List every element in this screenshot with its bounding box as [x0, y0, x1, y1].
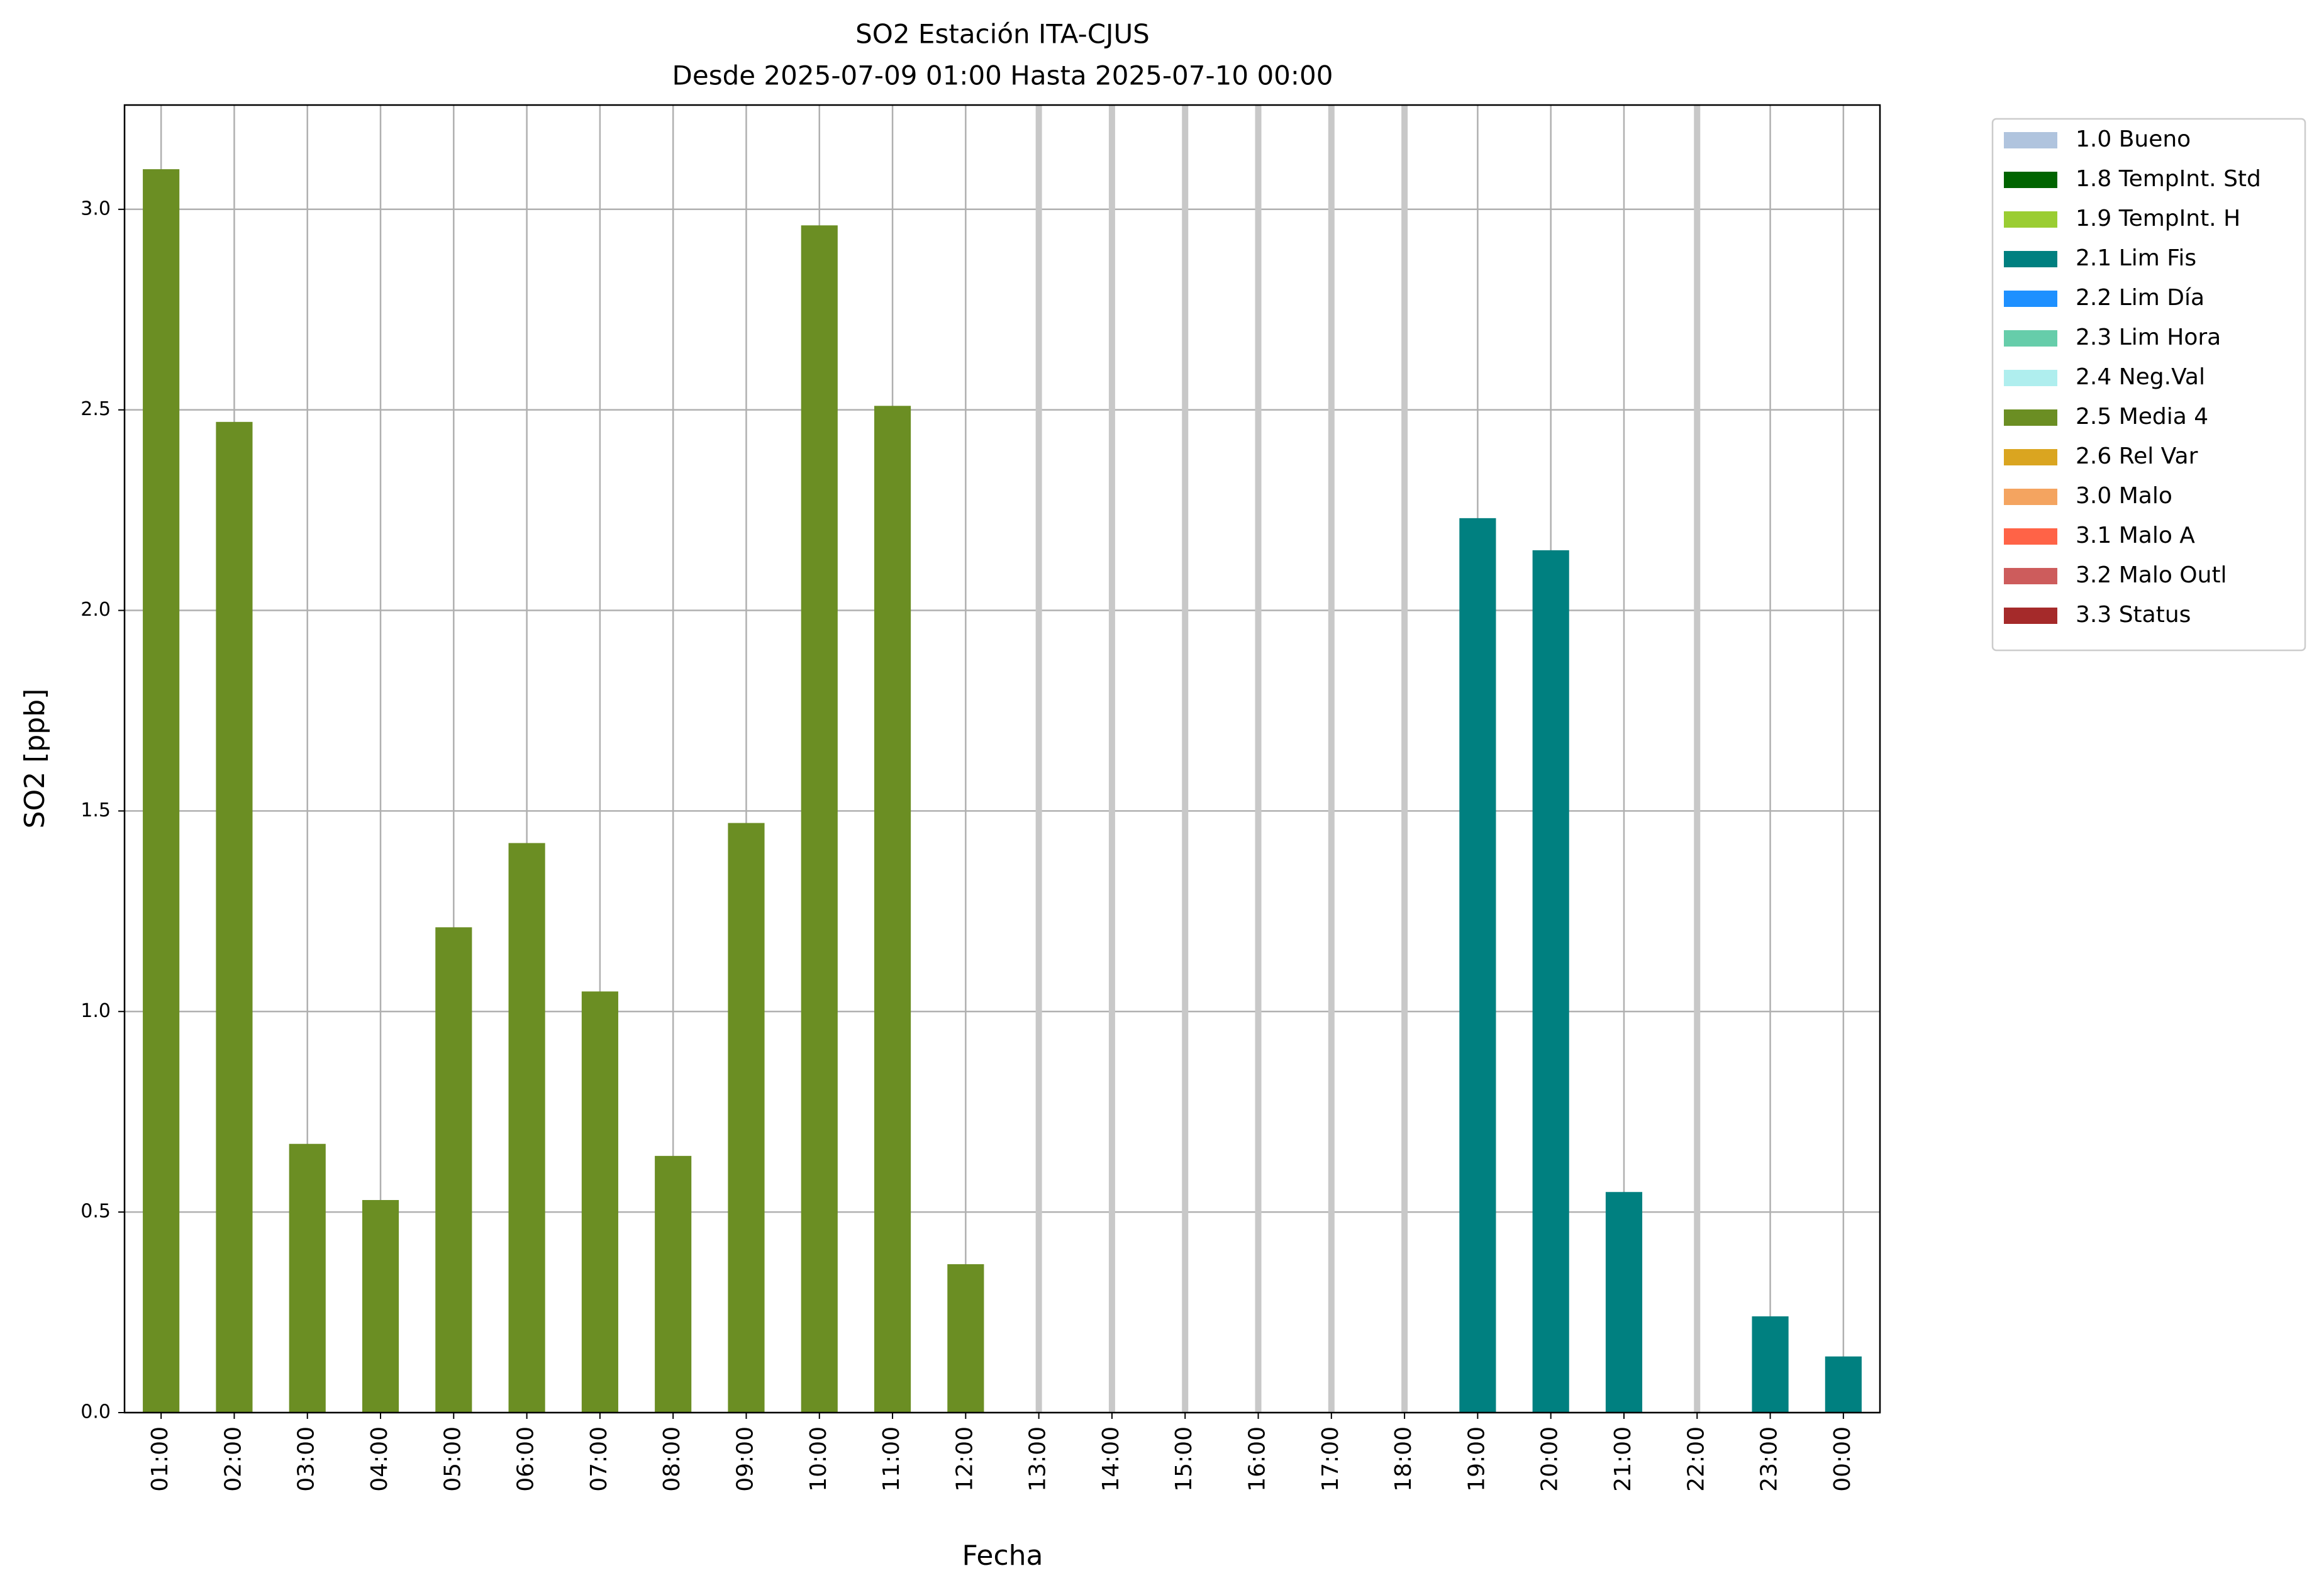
x-axis-label: Fecha	[962, 1540, 1043, 1572]
y-tick-label: 1.0	[81, 1000, 111, 1022]
y-tick-label: 1.5	[81, 799, 111, 821]
legend-swatch	[2004, 608, 2057, 624]
bar	[655, 1155, 692, 1413]
x-tick-label: 06:00	[513, 1426, 539, 1492]
x-tick-label: 13:00	[1025, 1426, 1051, 1492]
x-tick-label: 19:00	[1464, 1426, 1489, 1492]
x-tick-label: 09:00	[732, 1426, 758, 1492]
x-tick-label: 12:00	[952, 1426, 977, 1492]
bar	[1752, 1316, 1789, 1413]
x-tick-label: 18:00	[1391, 1426, 1416, 1492]
x-tick-label: 01:00	[147, 1426, 173, 1492]
bar	[581, 991, 618, 1413]
x-tick-label: 20:00	[1537, 1426, 1563, 1492]
legend-swatch	[2004, 449, 2057, 465]
legend-swatch	[2004, 211, 2057, 228]
plot-frame	[123, 104, 1881, 1414]
legend-swatch	[2004, 251, 2057, 267]
legend-label: 1.0 Bueno	[2076, 126, 2191, 152]
x-tick-label: 17:00	[1318, 1426, 1343, 1492]
y-axis-label: SO2 [ppb]	[19, 689, 51, 829]
x-tick-label: 03:00	[294, 1426, 320, 1492]
bar	[874, 406, 911, 1413]
x-tick-label: 05:00	[440, 1426, 465, 1492]
bar	[1459, 518, 1496, 1413]
bar	[1532, 550, 1569, 1413]
legend-label: 2.3 Lim Hora	[2076, 325, 2221, 350]
bar	[143, 169, 180, 1413]
legend-swatch	[2004, 370, 2057, 386]
x-tick-label: 14:00	[1098, 1426, 1124, 1492]
x-tick-label: 22:00	[1683, 1426, 1709, 1492]
legend-label: 2.4 Neg.Val	[2076, 364, 2205, 390]
x-tick-label: 07:00	[586, 1426, 612, 1492]
legend-label: 3.3 Status	[2076, 602, 2191, 628]
legend-label: 3.2 Malo Outl	[2076, 562, 2227, 588]
legend-label: 3.1 Malo A	[2076, 523, 2195, 548]
bar	[216, 421, 253, 1413]
y-tick-label: 2.5	[81, 398, 111, 420]
y-tick-label: 2.0	[81, 599, 111, 621]
chart-subtitle: Desde 2025-07-09 01:00 Hasta 2025-07-10 …	[672, 60, 1333, 91]
legend-swatch	[2004, 489, 2057, 505]
bar	[728, 823, 765, 1413]
x-tick-label: 15:00	[1171, 1426, 1197, 1492]
legend-swatch	[2004, 291, 2057, 307]
x-tick-label: 21:00	[1610, 1426, 1636, 1492]
x-tick-label: 04:00	[367, 1426, 392, 1492]
legend-box	[1991, 118, 2306, 652]
bar	[435, 927, 472, 1413]
x-tick-label: 00:00	[1830, 1426, 1855, 1492]
legend-swatch	[2004, 132, 2057, 148]
bar	[289, 1143, 326, 1413]
legend-label: 2.2 Lim Día	[2076, 285, 2204, 311]
x-tick-label: 08:00	[659, 1426, 685, 1492]
y-tick-label: 0.5	[81, 1201, 111, 1223]
legend-label: 3.0 Malo	[2076, 483, 2172, 509]
bar	[801, 225, 838, 1413]
x-tick-label: 16:00	[1245, 1426, 1270, 1492]
bar	[508, 843, 545, 1413]
legend-label: 1.8 TempInt. Std	[2076, 166, 2261, 192]
legend-label: 2.1 Lim Fis	[2076, 245, 2196, 271]
x-tick-label: 02:00	[220, 1426, 246, 1492]
x-tick-label: 11:00	[879, 1426, 904, 1492]
y-tick-label: 0.0	[81, 1401, 111, 1423]
legend-swatch	[2004, 568, 2057, 584]
bar	[947, 1264, 984, 1413]
legend-swatch	[2004, 330, 2057, 347]
chart-title: SO2 Estación ITA-CJUS	[855, 19, 1150, 50]
legend-label: 2.5 Media 4	[2076, 404, 2208, 430]
y-tick-label: 3.0	[81, 197, 111, 220]
legend-swatch	[2004, 172, 2057, 188]
legend-swatch	[2004, 528, 2057, 545]
bar	[1825, 1356, 1862, 1413]
legend-swatch	[2004, 409, 2057, 426]
bar	[1605, 1192, 1643, 1413]
x-tick-label: 23:00	[1757, 1426, 1782, 1492]
legend-label: 2.6 Rel Var	[2076, 443, 2198, 469]
bar	[362, 1200, 399, 1413]
x-tick-label: 10:00	[806, 1426, 831, 1492]
legend-label: 1.9 TempInt. H	[2076, 206, 2240, 231]
